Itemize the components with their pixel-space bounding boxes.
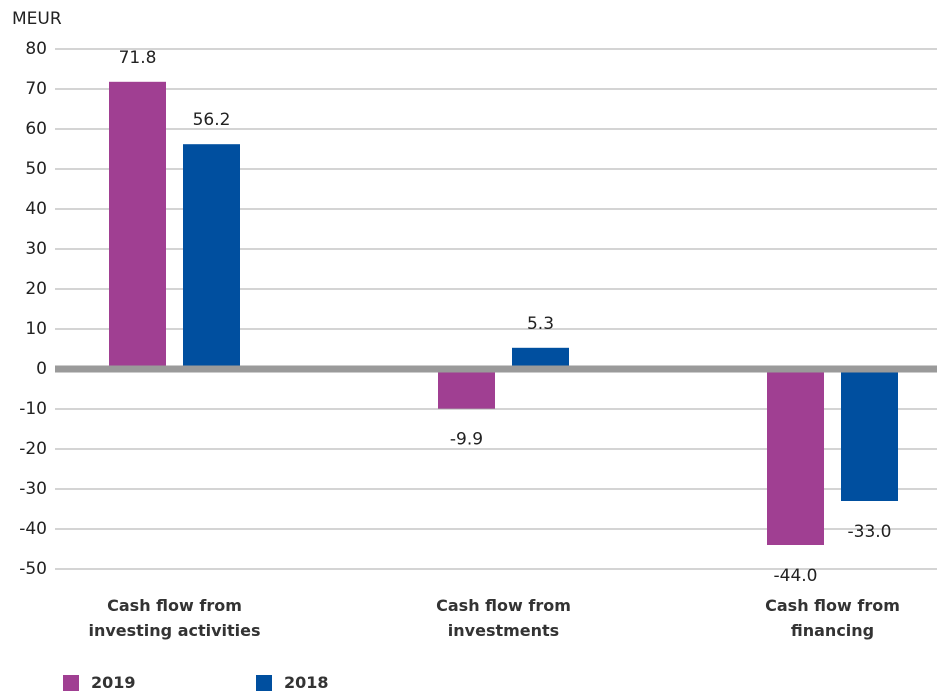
data-label: 71.8 xyxy=(119,48,157,68)
y-tick-label: 30 xyxy=(25,239,47,259)
y-tick-label: 80 xyxy=(25,39,47,59)
y-tick-label: 40 xyxy=(25,199,47,219)
y-tick-label: -20 xyxy=(19,439,47,459)
legend-swatch xyxy=(256,674,272,691)
data-label: 5.3 xyxy=(527,314,554,334)
y-tick-label: -40 xyxy=(19,519,47,539)
y-tick-label: 60 xyxy=(25,119,47,139)
bar xyxy=(109,81,166,370)
legend-label: 2019 xyxy=(91,673,136,692)
y-axis-label: MEUR xyxy=(12,9,62,29)
bar xyxy=(512,347,569,369)
legend-item: 2019 xyxy=(63,673,136,692)
data-label: -44.0 xyxy=(774,566,818,586)
data-label: -9.9 xyxy=(450,430,483,450)
legend-item: 2018 xyxy=(256,673,329,692)
y-tick-label: 10 xyxy=(25,319,47,339)
legend-label: 2018 xyxy=(284,673,329,692)
y-tick-label: -30 xyxy=(19,479,47,499)
x-tick-label: Cash flow from financing xyxy=(765,596,900,640)
data-label: -33.0 xyxy=(848,522,892,542)
x-tick-label: Cash flow from investments xyxy=(436,596,571,640)
data-label: 56.2 xyxy=(193,110,231,130)
y-tick-label: 50 xyxy=(25,159,47,179)
legend-swatch xyxy=(63,674,79,691)
y-tick-label: 70 xyxy=(25,79,47,99)
bar xyxy=(438,369,495,409)
y-tick-label: 0 xyxy=(36,359,47,379)
y-tick-label: -50 xyxy=(19,559,47,579)
y-tick-label: -10 xyxy=(19,399,47,419)
bar xyxy=(183,144,240,369)
x-tick-label: Cash flow from investing activities xyxy=(88,596,261,640)
bar xyxy=(841,369,898,501)
y-tick-label: 20 xyxy=(25,279,47,299)
bar xyxy=(767,369,824,545)
